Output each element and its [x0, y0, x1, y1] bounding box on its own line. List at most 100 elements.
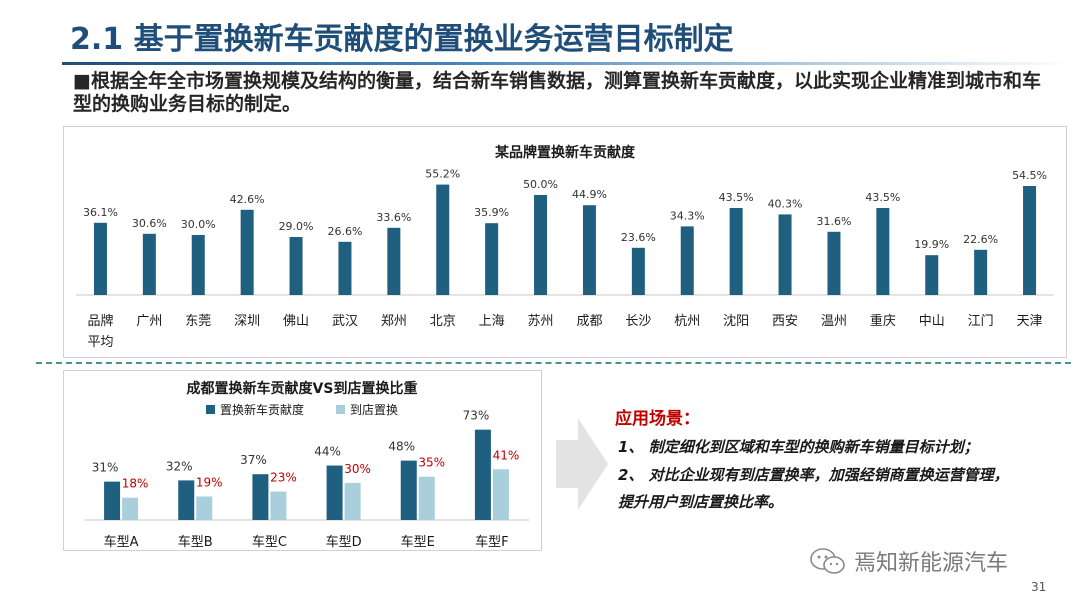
- bar: [680, 226, 694, 295]
- bar: [485, 223, 499, 295]
- bar: [827, 231, 841, 295]
- bar: [252, 474, 269, 520]
- data-label: 30%: [344, 462, 371, 476]
- category-label: 沈阳: [723, 314, 749, 329]
- bar: [582, 205, 596, 295]
- legend-swatch: [206, 405, 215, 414]
- bar: [474, 429, 491, 520]
- scenario-item-3: 提升用户到店置换比率。: [618, 493, 784, 511]
- bar: [1023, 186, 1037, 295]
- data-label: 19%: [196, 475, 223, 489]
- chart-title: 成都置换新车贡献度VS到店置换比重: [187, 380, 418, 397]
- bar: [436, 184, 450, 295]
- category-label: 平均: [87, 335, 113, 350]
- category-label: 车型D: [326, 534, 362, 550]
- page-number: 31: [1031, 580, 1047, 594]
- bar: [876, 208, 890, 295]
- data-label: 30.6%: [132, 217, 167, 230]
- data-label: 44.9%: [572, 188, 607, 201]
- data-label: 19.9%: [914, 238, 949, 251]
- bar: [196, 496, 213, 520]
- category-label: 江门: [968, 314, 994, 329]
- data-label: 23%: [270, 471, 297, 485]
- chengdu-comparison-chart-panel: 成都置换新车贡献度VS到店置换比重置换新车贡献度 到店置换 31% 18% 车型A 32%…: [63, 370, 542, 551]
- bar: [925, 255, 939, 295]
- bar: [93, 222, 107, 295]
- data-label: 55.2%: [425, 168, 460, 181]
- bar: [492, 469, 509, 520]
- data-label: 29.0%: [279, 220, 314, 233]
- bar: [270, 491, 287, 520]
- bar: [418, 476, 435, 520]
- intro-text: ■根据全年全市场置换规模及结构的衡量，结合新车销售数据，测算置换新车贡献度，以此…: [73, 70, 1041, 115]
- category-label: 佛山: [283, 314, 309, 329]
- category-label: 车型B: [178, 534, 213, 550]
- data-label: 31%: [92, 461, 119, 475]
- category-label: 车型C: [252, 534, 287, 550]
- data-label: 50.0%: [523, 178, 558, 191]
- data-label: 35%: [418, 456, 445, 470]
- bar: [387, 227, 401, 295]
- bar: [631, 247, 645, 295]
- bar: [178, 480, 195, 520]
- wechat-icon: [810, 548, 845, 574]
- category-label: 苏州: [528, 313, 554, 329]
- scenario-item-2: 2、 对比企业现有到店置换率，加强经销商置换运营管理，: [618, 466, 1009, 484]
- scenario-item-1: 1、 制定细化到区域和车型的换购新车销量目标计划；: [618, 438, 979, 456]
- data-label: 22.6%: [963, 233, 998, 246]
- data-label: 18%: [122, 477, 149, 491]
- section-divider: [36, 362, 1071, 364]
- bar: [338, 241, 352, 295]
- bar: [104, 481, 121, 520]
- bar: [289, 237, 303, 295]
- category-label: 上海: [479, 314, 505, 329]
- category-label: 中山: [919, 314, 945, 329]
- legend-label: 置换新车贡献度: [220, 402, 304, 417]
- data-label: 31.6%: [816, 215, 851, 228]
- bar: [344, 482, 361, 520]
- category-label: 东莞: [185, 314, 211, 329]
- data-label: 33.6%: [376, 211, 411, 224]
- data-label: 32%: [166, 459, 193, 473]
- bar: [191, 235, 205, 295]
- legend-label: 到店置换: [350, 403, 398, 417]
- data-label: 43.5%: [865, 191, 900, 204]
- data-label: 43.5%: [719, 191, 754, 204]
- data-label: 41%: [493, 448, 520, 462]
- legend-swatch: [336, 405, 345, 414]
- data-label: 40.3%: [768, 197, 803, 210]
- category-label: 天津: [1017, 314, 1043, 329]
- category-label: 郑州: [381, 314, 407, 329]
- data-label: 54.5%: [1012, 169, 1047, 182]
- bar: [240, 209, 254, 295]
- category-label: 重庆: [870, 313, 896, 329]
- data-label: 26.6%: [327, 225, 362, 238]
- bar: [122, 497, 139, 520]
- title-underline: [62, 62, 1074, 65]
- bar: [400, 460, 417, 520]
- scenario-title: 应用场景：: [615, 409, 700, 429]
- bar: [534, 195, 548, 295]
- category-label: 广州: [136, 314, 162, 329]
- category-label: 深圳: [234, 314, 260, 329]
- bar: [142, 233, 156, 295]
- page-title: 2.1 基于置换新车贡献度的置换业务运营目标制定: [70, 22, 734, 57]
- right-arrow-icon: [556, 418, 608, 510]
- category-label: 武汉: [332, 314, 358, 329]
- data-label: 37%: [240, 453, 267, 467]
- bar: [778, 214, 792, 295]
- data-label: 23.6%: [621, 231, 656, 244]
- bar: [326, 465, 343, 520]
- category-label: 品牌: [87, 313, 113, 329]
- category-label: 车型A: [104, 534, 139, 550]
- category-label: 车型F: [475, 534, 508, 550]
- category-label: 车型E: [401, 534, 435, 550]
- bar: [974, 249, 988, 295]
- data-label: 30.0%: [181, 218, 216, 231]
- data-label: 73%: [463, 409, 490, 423]
- category-label: 西安: [772, 314, 798, 329]
- watermark-text: 焉知新能源汽车: [854, 551, 1009, 576]
- data-label: 44%: [314, 445, 341, 459]
- category-label: 成都: [576, 314, 602, 329]
